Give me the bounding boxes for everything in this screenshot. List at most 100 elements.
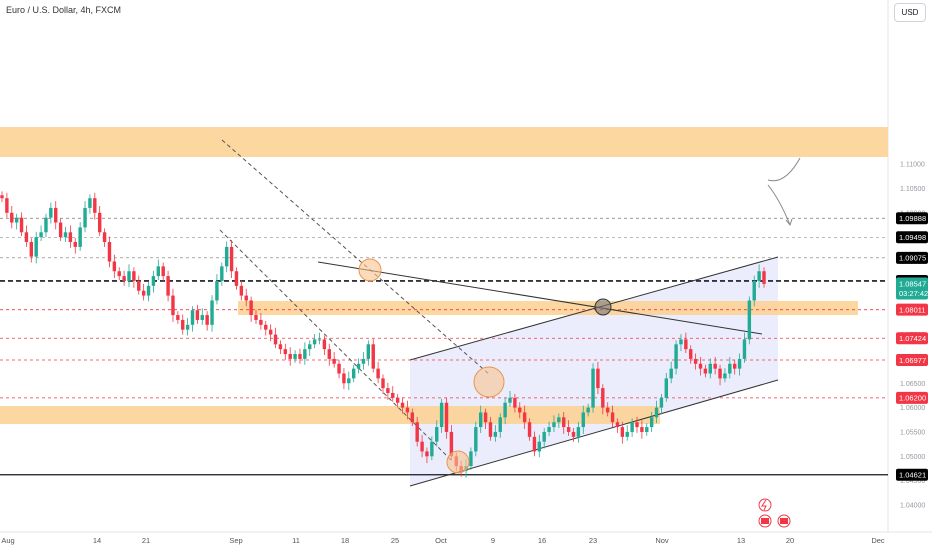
candle-body bbox=[376, 368, 380, 379]
candle-body bbox=[576, 427, 581, 437]
y-tick-label: 1.06500 bbox=[900, 381, 925, 388]
candle-body bbox=[728, 363, 732, 374]
candle-body bbox=[737, 358, 742, 369]
candle-body bbox=[264, 324, 268, 330]
candle-body bbox=[513, 397, 517, 408]
candle-body bbox=[171, 295, 175, 316]
candle-body bbox=[747, 300, 752, 340]
candle-body bbox=[327, 349, 331, 359]
x-tick-label: Sep bbox=[229, 536, 242, 545]
candle-body bbox=[645, 427, 649, 432]
candle-body bbox=[10, 212, 14, 223]
y-tick-label: 1.04500 bbox=[900, 478, 925, 485]
candle-body bbox=[181, 319, 185, 330]
event-icons[interactable] bbox=[758, 498, 791, 528]
price-tag bbox=[896, 212, 928, 225]
candle-body bbox=[669, 368, 673, 379]
candle-body bbox=[332, 358, 336, 364]
candle-body bbox=[249, 300, 253, 316]
candle-body bbox=[571, 431, 576, 437]
candle-body bbox=[317, 339, 322, 341]
candle-body bbox=[361, 358, 366, 364]
candle-body bbox=[34, 237, 38, 257]
projection-down-arrow bbox=[767, 184, 793, 227]
price-tag bbox=[896, 354, 928, 367]
projection-up-arrow bbox=[767, 157, 801, 182]
candle-body bbox=[268, 329, 273, 335]
currency-button[interactable]: USD bbox=[894, 3, 926, 22]
candle-body bbox=[493, 431, 498, 437]
x-tick-label: 9 bbox=[491, 536, 495, 545]
candle-body bbox=[49, 207, 53, 218]
candle-body bbox=[488, 422, 493, 437]
candle-body bbox=[298, 354, 302, 359]
candle-body bbox=[185, 324, 190, 330]
candle-body bbox=[503, 402, 507, 418]
candle-body bbox=[254, 315, 258, 320]
candle-body bbox=[127, 271, 131, 281]
time-axis[interactable]: Aug 14 21 Sep 11 18 25 Oct 9 16 23 Nov 13 20 Dec bbox=[1, 536, 885, 545]
x-tick-label: 20 bbox=[786, 536, 794, 545]
horizontal-levels bbox=[0, 217, 888, 476]
last-price-tag bbox=[896, 277, 928, 300]
candle-body bbox=[88, 198, 92, 208]
touch-marker-1 bbox=[358, 258, 382, 282]
candle-body bbox=[322, 339, 327, 350]
candle-body bbox=[708, 363, 712, 374]
candle-body bbox=[356, 363, 361, 369]
candle-body bbox=[117, 271, 121, 277]
candle-body bbox=[342, 373, 346, 384]
candle-body bbox=[215, 280, 219, 301]
candle-body bbox=[498, 417, 502, 432]
candle-body bbox=[312, 339, 317, 345]
candle-body bbox=[97, 212, 102, 233]
candle-body bbox=[635, 422, 639, 428]
candle-body bbox=[527, 422, 532, 437]
candle-body bbox=[224, 246, 229, 267]
candle-body bbox=[605, 407, 610, 413]
candle-body bbox=[640, 427, 644, 432]
candle-body bbox=[649, 417, 654, 428]
candle-body bbox=[210, 300, 214, 325]
candle-body bbox=[478, 412, 483, 428]
candle-body bbox=[195, 310, 200, 320]
candle-body bbox=[430, 441, 434, 457]
candle-body bbox=[73, 242, 77, 247]
candle-body bbox=[137, 280, 141, 291]
candle-body bbox=[547, 427, 551, 432]
candle-body bbox=[703, 368, 708, 374]
candle-body bbox=[200, 315, 204, 320]
x-tick-label: 21 bbox=[142, 536, 150, 545]
candle-body bbox=[93, 198, 97, 213]
candle-body bbox=[366, 344, 371, 359]
candle-body bbox=[371, 344, 375, 369]
candle-body bbox=[689, 349, 693, 359]
candle-body bbox=[351, 368, 356, 379]
candle-body bbox=[474, 427, 478, 452]
candle-body bbox=[693, 358, 698, 364]
candle-body bbox=[630, 422, 634, 432]
candle-body bbox=[24, 232, 29, 243]
candle-body bbox=[679, 339, 683, 345]
channel-upper bbox=[409, 256, 779, 361]
candle-body bbox=[698, 363, 703, 369]
candle-body bbox=[415, 422, 419, 442]
candle-body bbox=[146, 285, 151, 296]
support-zone-low bbox=[0, 406, 660, 424]
candle-body bbox=[234, 271, 239, 286]
price-tag-label: 1.09498 bbox=[899, 233, 926, 242]
candle-body bbox=[659, 397, 664, 408]
price-tag bbox=[896, 468, 928, 481]
candle-body bbox=[713, 363, 717, 369]
candle-body bbox=[132, 271, 136, 281]
y-tick-label: 1.04000 bbox=[900, 503, 925, 510]
candle-body bbox=[288, 354, 292, 359]
candle-body bbox=[469, 451, 473, 467]
candle-body bbox=[762, 271, 766, 284]
support-zone-mid bbox=[238, 301, 858, 315]
candle-body bbox=[566, 427, 571, 432]
y-tick-label: 1.06000 bbox=[900, 405, 925, 412]
candle-body bbox=[29, 242, 34, 257]
candle-body bbox=[220, 266, 224, 281]
